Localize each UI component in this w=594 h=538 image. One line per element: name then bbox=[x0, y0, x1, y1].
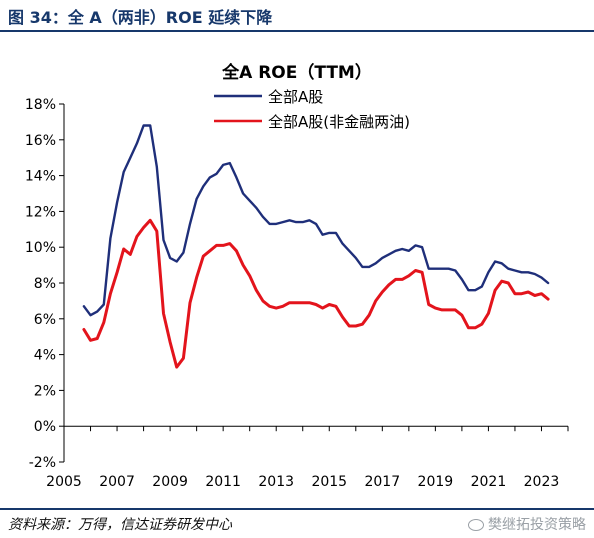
x-tick-label: 2019 bbox=[418, 474, 454, 490]
wechat-icon bbox=[468, 519, 484, 531]
axes: -2% 0% 2% 4% 6% 8% 10% 12% 14% 16% 18% 2005 2007 2009… bbox=[25, 97, 569, 490]
chart-title: 全A ROE（TTM） bbox=[221, 62, 372, 83]
figure-header: 图 34：全 A（两非）ROE 延续下降 bbox=[0, 0, 594, 32]
y-tick-label: 6% bbox=[34, 312, 56, 328]
footer-rule bbox=[0, 508, 594, 510]
x-tick-label: 2023 bbox=[524, 474, 560, 490]
y-tick-label: 10% bbox=[25, 240, 56, 256]
x-tick-label: 2015 bbox=[311, 474, 347, 490]
x-tick-label: 2021 bbox=[471, 474, 507, 490]
legend-label-1: 全部A股 bbox=[268, 88, 323, 106]
x-tick-label: 2017 bbox=[364, 474, 400, 490]
series-line-2 bbox=[82, 218, 550, 369]
x-tick-label: 2013 bbox=[258, 474, 294, 490]
figure-title: 图 34：全 A（两非）ROE 延续下降 bbox=[8, 8, 273, 27]
y-tick-label: 0% bbox=[34, 419, 56, 435]
x-tick-label: 2011 bbox=[205, 474, 241, 490]
x-tick-label: 2009 bbox=[152, 474, 188, 490]
x-tick-label: 2007 bbox=[99, 474, 135, 490]
roe-line-chart: 全A ROE（TTM） -2% 0% 2% 4% 6% 8% 10% 12% 14% 16% 18%… bbox=[25, 62, 569, 490]
y-tick-label: 16% bbox=[25, 133, 56, 149]
y-tick-label: 12% bbox=[25, 204, 56, 220]
plot-lines bbox=[82, 124, 550, 369]
series-line-1 bbox=[82, 124, 550, 317]
y-tick-label: 8% bbox=[34, 276, 56, 292]
watermark: 樊继拓投资策略 bbox=[468, 514, 586, 534]
legend-label-2: 全部A股(非金融两油) bbox=[268, 113, 410, 131]
y-tick-label: 18% bbox=[25, 97, 56, 113]
header-rule bbox=[0, 30, 594, 32]
y-tick-label: 14% bbox=[25, 169, 56, 185]
x-tick-label: 2005 bbox=[46, 474, 82, 490]
figure-footer: 资料来源：万得，信达证券研发中心 樊继拓投资策略 bbox=[0, 508, 594, 538]
y-tick-label: -2% bbox=[29, 455, 56, 471]
y-tick-label: 4% bbox=[34, 348, 56, 364]
source-note: 资料来源：万得，信达证券研发中心 bbox=[8, 517, 232, 533]
y-tick-label: 2% bbox=[34, 383, 56, 399]
watermark-text: 樊继拓投资策略 bbox=[488, 517, 586, 533]
